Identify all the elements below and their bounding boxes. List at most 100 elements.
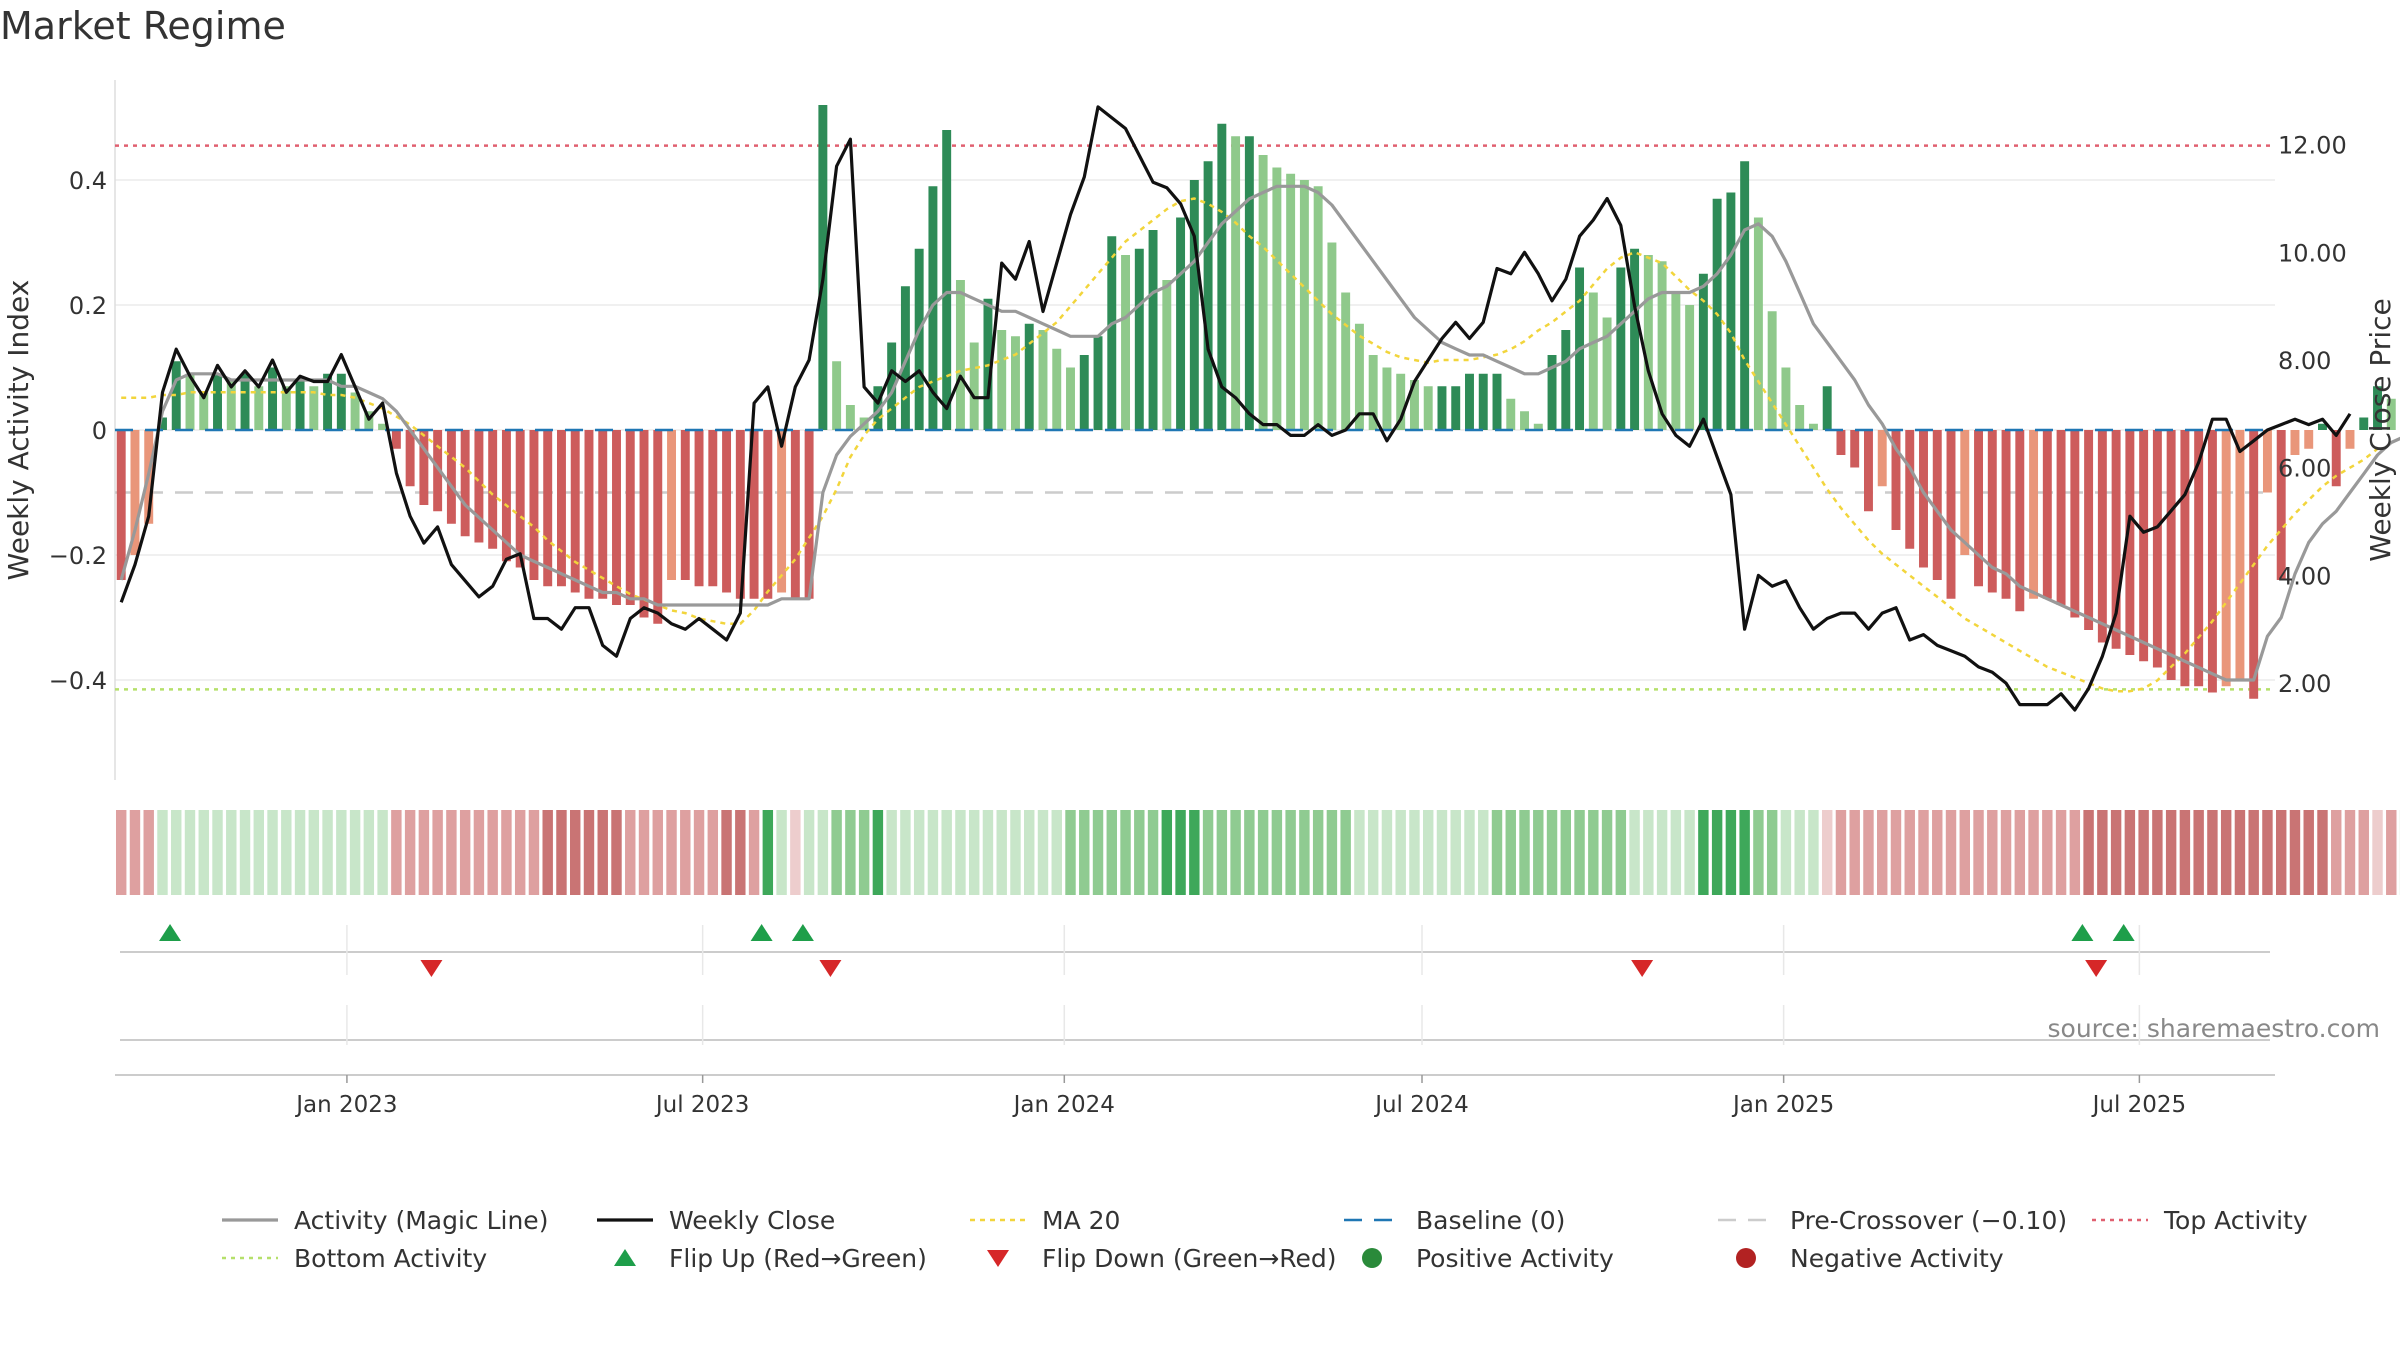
regime-cell (2289, 810, 2301, 895)
activity-bar (584, 430, 594, 599)
flip-up-marker (2071, 924, 2094, 941)
activity-bar (1740, 161, 1750, 430)
regime-cell (693, 810, 705, 895)
regime-cell (762, 810, 774, 895)
regime-cell (1629, 810, 1640, 895)
activity-bar (1272, 167, 1282, 430)
regime-cell (1422, 810, 1434, 895)
y-right-tick-label: 8.00 (2278, 347, 2331, 375)
flip-down-marker (819, 960, 842, 977)
activity-bar (735, 430, 745, 599)
activity-bar (804, 430, 814, 599)
activity-bar (323, 373, 333, 430)
activity-bar (1822, 386, 1832, 430)
regime-cell (1918, 810, 1929, 895)
regime-cell (872, 810, 884, 895)
regime-cell (1312, 810, 1324, 895)
regime-cell (1753, 810, 1764, 895)
activity-bar (1011, 336, 1020, 430)
activity-bar (722, 430, 732, 593)
regime-cell (941, 810, 952, 895)
activity-bar (295, 380, 305, 430)
regime-cell (1092, 810, 1104, 895)
activity-bar (1299, 180, 1309, 430)
activity-bar (832, 361, 842, 430)
regime-cell (707, 810, 719, 895)
regime-cell (597, 810, 608, 895)
regime-cell (1450, 810, 1461, 895)
regime-cell (817, 810, 829, 895)
regime-cell (542, 810, 553, 895)
activity-bar (1148, 230, 1158, 430)
activity-bar (2180, 430, 2190, 687)
activity-bar (1038, 330, 1048, 430)
activity-bar (2373, 386, 2382, 430)
activity-bar (2194, 430, 2204, 687)
regime-cell (2014, 810, 2026, 895)
regime-cell (322, 810, 333, 895)
activity-bar (845, 405, 855, 430)
regime-cell (1134, 810, 1145, 895)
regime-cell (1010, 810, 1021, 895)
activity-bar (694, 430, 704, 587)
regime-cell (2262, 810, 2273, 895)
legend-top-activity: Top Activity (2090, 1205, 2308, 1235)
regime-cell (1189, 810, 1200, 895)
regime-cell (239, 810, 251, 895)
regime-cell (1175, 810, 1186, 895)
regime-cell (721, 810, 732, 895)
activity-bar (639, 430, 649, 618)
activity-bar (2001, 430, 2011, 599)
regime-cell (1106, 810, 1117, 895)
activity-bar (1478, 373, 1488, 430)
activity-bar (1313, 186, 1323, 430)
activity-bar (1808, 423, 1818, 430)
activity-bar (1382, 367, 1392, 430)
activity-bar (2097, 430, 2107, 643)
legend-swatch (1362, 1248, 1382, 1268)
y-right-axis-title: Weekly Close Price (2364, 298, 2397, 561)
regime-cell (1147, 810, 1159, 895)
activity-bar (419, 430, 429, 505)
activity-bar (1451, 386, 1461, 430)
legend-positive-activity: Positive Activity (1342, 1243, 1614, 1273)
regime-cell (377, 810, 388, 895)
flip-down-marker (2085, 960, 2108, 977)
regime-cell (308, 810, 320, 895)
regime-cell (349, 810, 361, 895)
legend-flip-up: Flip Up (Red→Green) (595, 1243, 927, 1273)
regime-cell (1698, 810, 1709, 895)
regime-cell (1574, 810, 1585, 895)
y-right-tick-label: 12.00 (2278, 132, 2347, 160)
activity-bar (1231, 136, 1241, 430)
regime-cell (432, 810, 443, 895)
flip-up-marker (2112, 924, 2135, 941)
regime-cell (171, 810, 182, 895)
activity-bar (268, 367, 278, 430)
regime-cell (803, 810, 815, 895)
legend-label: Weekly Close (669, 1205, 836, 1235)
ma20-line (121, 197, 2379, 693)
activity-bar (309, 386, 319, 430)
activity-bar (1176, 217, 1186, 430)
regime-cell (157, 810, 168, 895)
activity-bar (1795, 405, 1805, 430)
flip-up-marker (791, 924, 814, 941)
regime-cell (226, 810, 237, 895)
regime-cell (1161, 810, 1173, 895)
regime-cell (2248, 810, 2259, 895)
regime-cell (1285, 810, 1296, 895)
activity-bar (2056, 430, 2066, 605)
regime-cell (1601, 810, 1613, 895)
flip-down-marker (1631, 960, 1654, 977)
activity-bar (1203, 161, 1213, 430)
activity-bar (1932, 430, 1942, 580)
activity-bar (680, 430, 690, 580)
activity-bar (1107, 236, 1117, 430)
regime-strip (115, 810, 2400, 895)
regime-cell (1863, 810, 1874, 895)
regime-cell (1326, 810, 1338, 895)
regime-cell (556, 810, 567, 895)
activity-bar (2290, 430, 2300, 455)
regime-cell (1037, 810, 1049, 895)
